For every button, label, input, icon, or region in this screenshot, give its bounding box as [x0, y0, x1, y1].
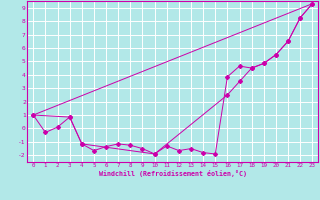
X-axis label: Windchill (Refroidissement éolien,°C): Windchill (Refroidissement éolien,°C): [99, 170, 247, 177]
